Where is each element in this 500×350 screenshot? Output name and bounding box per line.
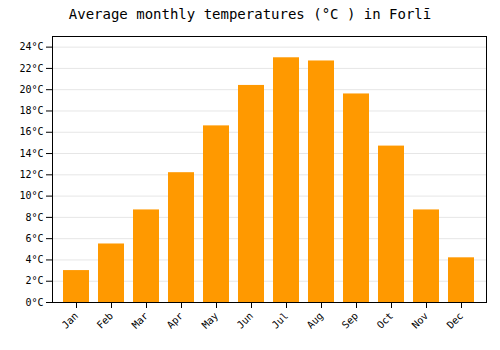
svg-text:Sep: Sep <box>340 310 361 331</box>
svg-text:14°C: 14°C <box>19 148 43 159</box>
svg-text:Jan: Jan <box>60 310 81 331</box>
svg-text:8°C: 8°C <box>25 212 43 223</box>
svg-text:12°C: 12°C <box>19 169 43 180</box>
svg-text:20°C: 20°C <box>19 84 43 95</box>
svg-text:Jun: Jun <box>235 310 256 331</box>
svg-text:May: May <box>200 310 221 331</box>
svg-text:Apr: Apr <box>165 310 186 331</box>
svg-text:Oct: Oct <box>375 310 396 331</box>
svg-text:Mar: Mar <box>130 310 151 331</box>
svg-text:10°C: 10°C <box>19 190 43 201</box>
svg-text:Dec: Dec <box>445 310 466 331</box>
html-text:Average monthly temperatures (: Average monthly temperatures (°C ) in Fo… <box>68 6 432 22</box>
svg-text:18°C: 18°C <box>19 105 43 116</box>
svg-text:16°C: 16°C <box>19 126 43 137</box>
svg-text:4°C: 4°C <box>25 254 43 265</box>
svg-text:Aug: Aug <box>305 310 326 331</box>
svg-text:Nov: Nov <box>410 310 431 331</box>
svg-text:Feb: Feb <box>95 310 116 331</box>
svg-text:2°C: 2°C <box>25 275 43 286</box>
svg-text:Jul: Jul <box>270 310 291 331</box>
svg-text:22°C: 22°C <box>19 63 43 74</box>
svg-text:0°C: 0°C <box>25 297 43 308</box>
svg-text:24°C: 24°C <box>19 41 43 52</box>
svg-text:6°C: 6°C <box>25 233 43 244</box>
